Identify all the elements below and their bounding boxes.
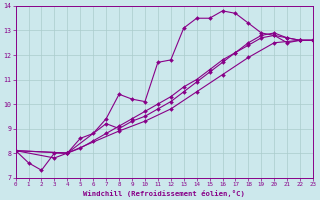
X-axis label: Windchill (Refroidissement éolien,°C): Windchill (Refroidissement éolien,°C) [84, 190, 245, 197]
